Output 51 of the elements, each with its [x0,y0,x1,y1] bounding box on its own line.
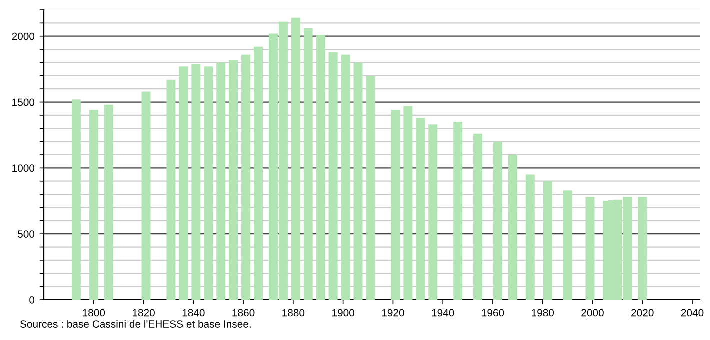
x-tick-label: 1960 [482,309,504,317]
source-note: Sources : base Cassini de l'EHESS et base Insee. [20,320,251,328]
bar [72,100,81,300]
bar [192,64,201,300]
bar [391,110,400,300]
bar [354,62,363,300]
bar [404,106,413,300]
bar [493,142,502,300]
x-tick-label: 1840 [182,309,205,317]
bar [563,190,572,300]
bar [179,66,188,300]
bar [204,66,214,300]
bar [366,76,376,300]
bar [216,62,226,300]
bar [543,181,552,300]
bar [526,174,535,300]
y-tick-label: 0 [30,296,35,304]
bar [89,110,98,300]
y-tick-label: 500 [18,230,35,238]
x-tick-label: 1940 [432,309,454,317]
y-tick-label: 1000 [12,164,35,172]
bar [104,104,114,300]
x-tick-label: 1900 [332,309,354,317]
bar [242,54,251,300]
bar [291,18,300,300]
bar [166,80,176,300]
x-tick-label: 2040 [681,309,704,317]
bar [341,54,350,300]
x-tick-label: 2020 [632,309,654,317]
x-tick-label: 1800 [83,309,106,317]
x-tick-label: 1880 [282,309,305,317]
bar [428,124,438,300]
x-tick-label: 2000 [582,309,604,317]
x-tick-label: 1820 [132,309,155,317]
bar [508,155,518,300]
bar [416,118,426,300]
y-tick-label: 2000 [12,32,35,40]
x-tick-label: 1860 [232,309,255,317]
bar [316,35,326,300]
bar [328,52,338,300]
x-tick-label: 1980 [532,309,554,317]
bar [474,134,482,300]
bar [254,46,263,300]
bar [454,122,463,300]
bar [638,197,648,300]
bar [229,60,238,300]
bar [142,92,151,300]
bar [304,28,313,300]
x-tick-label: 1920 [382,309,404,317]
bar [586,197,595,300]
y-tick-label: 1500 [12,98,35,106]
